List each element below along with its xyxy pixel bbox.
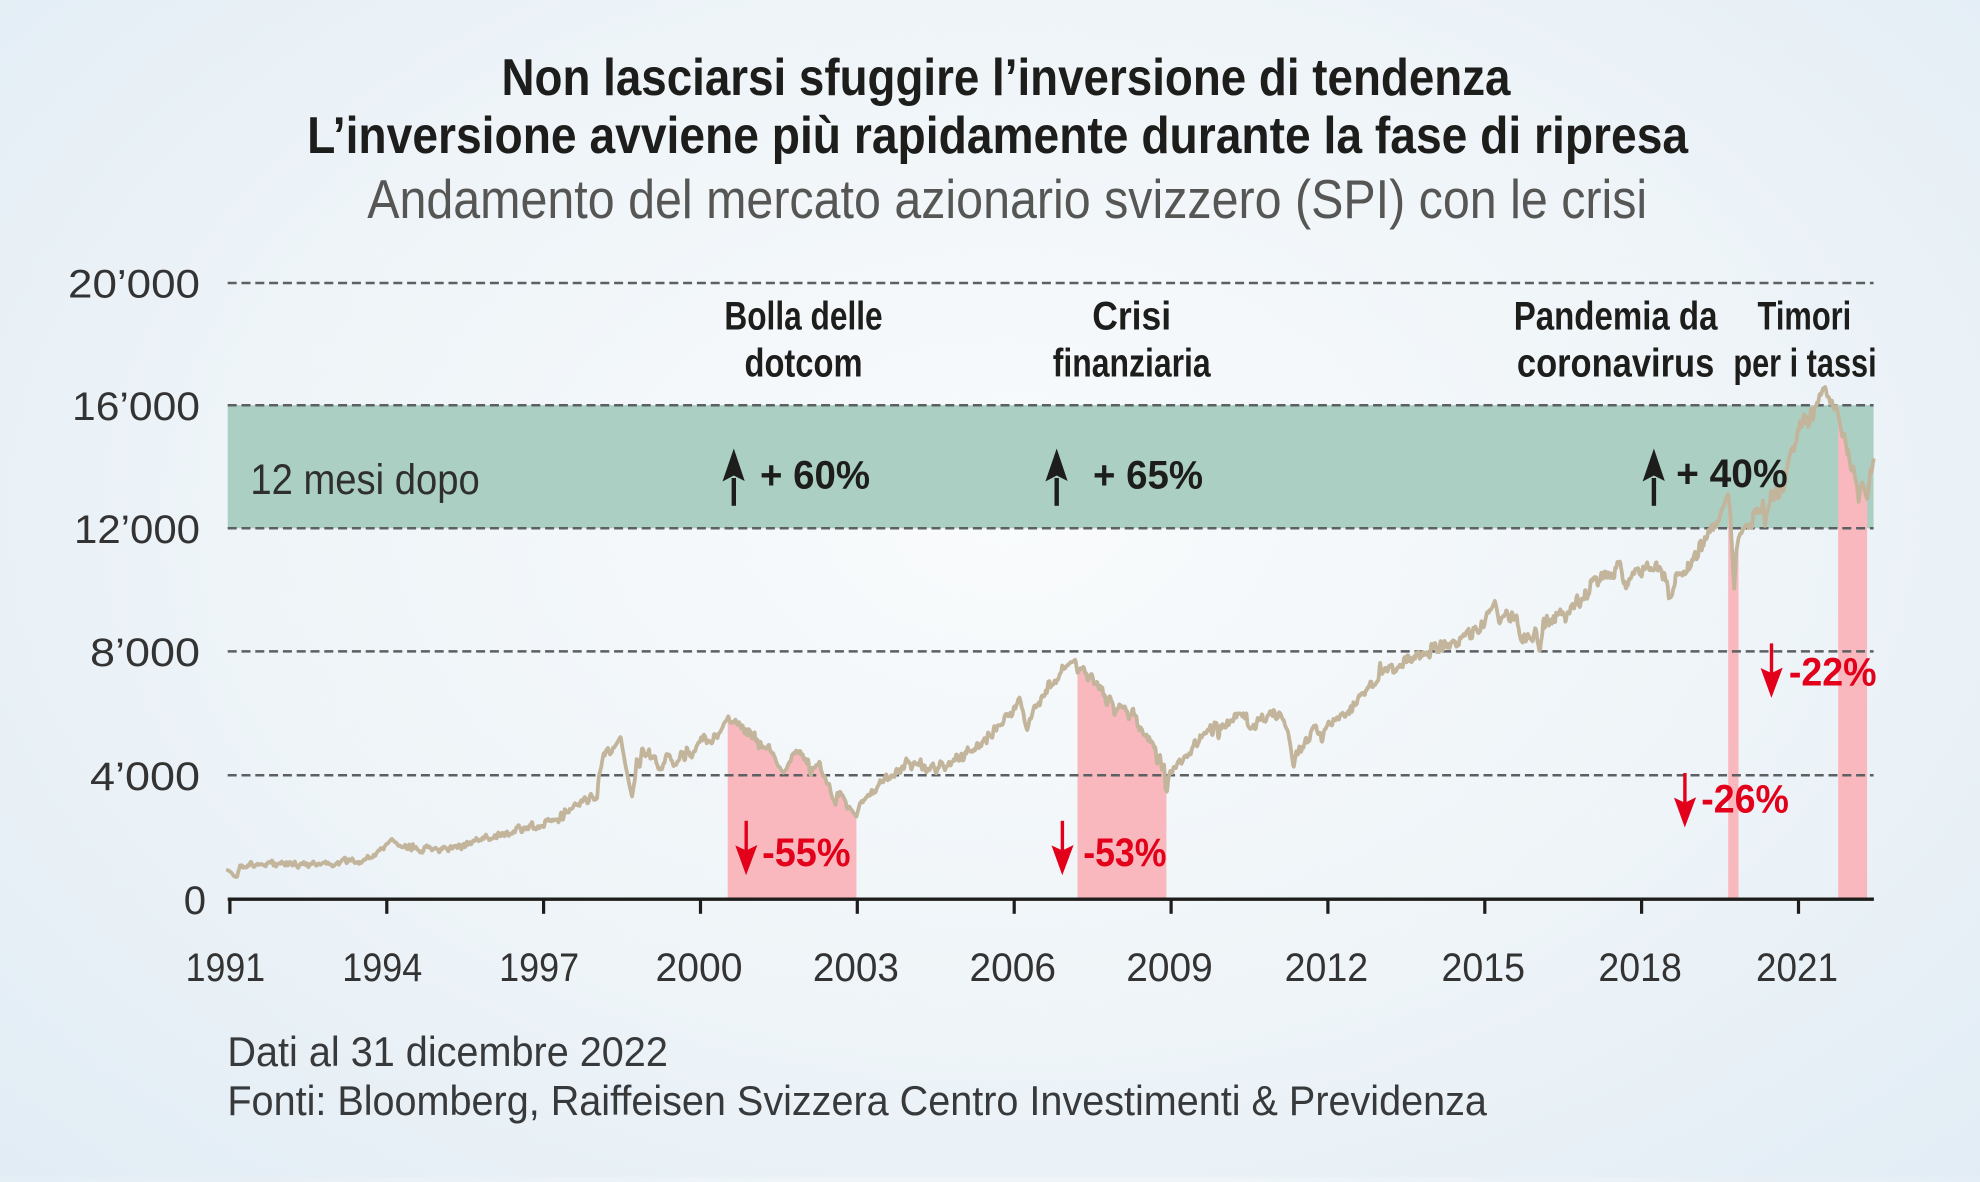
svg-text:1997: 1997 — [499, 946, 579, 990]
svg-text:+ 65%: + 65% — [1093, 453, 1203, 497]
svg-text:+ 40%: + 40% — [1676, 452, 1788, 496]
svg-text:finanziaria: finanziaria — [1053, 342, 1212, 386]
svg-text:Timori: Timori — [1758, 294, 1852, 338]
svg-text:coronavirus: coronavirus — [1517, 342, 1714, 386]
svg-text:-26%: -26% — [1701, 778, 1789, 822]
svg-text:2018: 2018 — [1598, 946, 1682, 990]
svg-text:2021: 2021 — [1756, 946, 1838, 990]
svg-text:16’000: 16’000 — [72, 385, 200, 429]
svg-text:2015: 2015 — [1442, 946, 1526, 990]
svg-text:2006: 2006 — [969, 946, 1056, 990]
svg-text:Non lasciarsi sfuggire l’inver: Non lasciarsi sfuggire l’inversione di t… — [502, 49, 1512, 107]
svg-text:-22%: -22% — [1789, 650, 1877, 694]
svg-text:+ 60%: + 60% — [760, 453, 870, 497]
svg-text:Bolla delle: Bolla delle — [724, 294, 882, 338]
svg-text:4’000: 4’000 — [90, 755, 200, 799]
svg-text:20’000: 20’000 — [68, 263, 200, 307]
svg-text:-55%: -55% — [762, 831, 850, 875]
svg-text:0: 0 — [184, 879, 206, 923]
svg-text:L’inversione avviene più rapid: L’inversione avviene più rapidamente dur… — [307, 107, 1689, 165]
svg-text:Dati al 31 dicembre 2022: Dati al 31 dicembre 2022 — [227, 1028, 668, 1075]
svg-text:Andamento del mercato azionari: Andamento del mercato azionario svizzero… — [367, 168, 1647, 230]
svg-text:per i tassi: per i tassi — [1733, 342, 1876, 386]
svg-text:2000: 2000 — [655, 946, 742, 990]
svg-text:12’000: 12’000 — [74, 508, 200, 552]
svg-text:2012: 2012 — [1285, 946, 1369, 990]
svg-text:Pandemia da: Pandemia da — [1514, 294, 1718, 338]
svg-text:12 mesi dopo: 12 mesi dopo — [250, 456, 479, 504]
svg-text:1991: 1991 — [186, 946, 266, 990]
svg-text:dotcom: dotcom — [745, 342, 863, 386]
svg-text:-53%: -53% — [1083, 831, 1166, 875]
svg-text:Fonti: Bloomberg, Raiffeisen S: Fonti: Bloomberg, Raiffeisen Svizzera Ce… — [227, 1077, 1487, 1124]
svg-text:Crisi: Crisi — [1092, 294, 1171, 338]
svg-text:1994: 1994 — [342, 946, 422, 990]
svg-text:8’000: 8’000 — [90, 631, 200, 675]
svg-text:2003: 2003 — [813, 946, 899, 990]
svg-text:2009: 2009 — [1126, 946, 1213, 990]
